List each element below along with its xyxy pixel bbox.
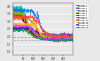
Legend: sensor 1, sensor 2, sensor 3, sensor 4, sensor 5, sensor 6, sensor 7, sensor 8, : sensor 1, sensor 2, sensor 3, sensor 4, … [75,4,89,28]
